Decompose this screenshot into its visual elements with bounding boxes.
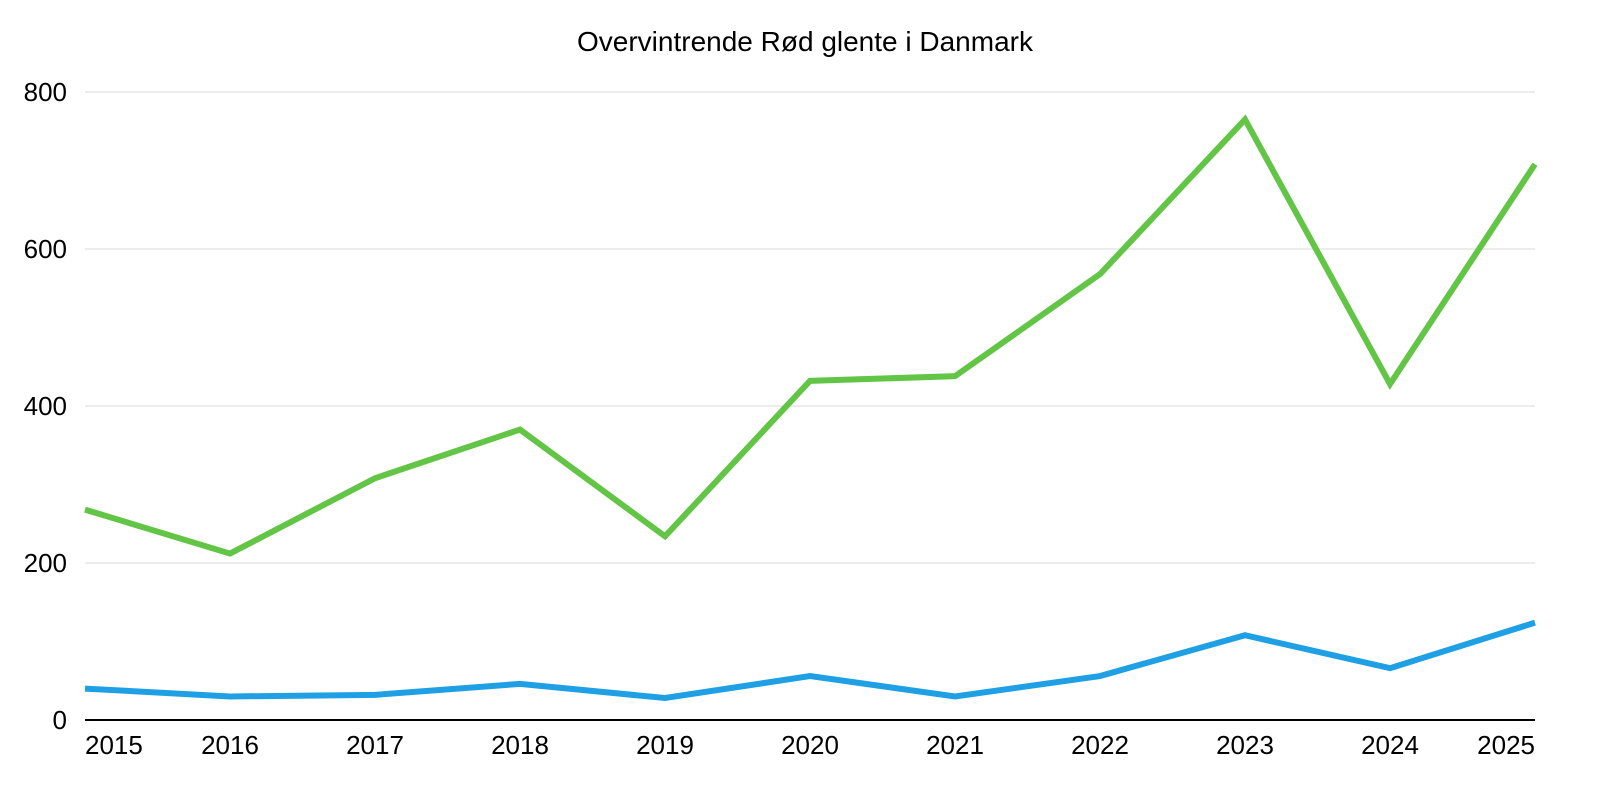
x-tick-label: 2018 bbox=[491, 730, 549, 760]
x-tick-label: 2019 bbox=[636, 730, 694, 760]
x-tick-label: 2021 bbox=[926, 730, 984, 760]
x-tick-label: 2017 bbox=[346, 730, 404, 760]
x-tick-label: 2016 bbox=[201, 730, 259, 760]
y-tick-label: 0 bbox=[53, 705, 67, 735]
x-tick-label: 2023 bbox=[1216, 730, 1274, 760]
x-tick-label: 2025 bbox=[1477, 730, 1535, 760]
x-tick-label: 2020 bbox=[781, 730, 839, 760]
y-tick-label: 600 bbox=[24, 234, 67, 264]
series-line-green-series bbox=[85, 119, 1535, 553]
x-tick-label: 2015 bbox=[85, 730, 143, 760]
series-line-blue-series bbox=[85, 623, 1535, 698]
y-tick-label: 400 bbox=[24, 391, 67, 421]
chart-container: Overvintrende Rød glente i Danmark 02004… bbox=[0, 0, 1610, 792]
line-chart: 0 200 400 600 800 2015 2016 2017 2018 2019 2020 202… bbox=[0, 0, 1610, 792]
y-tick-label: 200 bbox=[24, 548, 67, 578]
y-tick-label: 800 bbox=[24, 77, 67, 107]
x-tick-label: 2022 bbox=[1071, 730, 1129, 760]
x-tick-label: 2024 bbox=[1361, 730, 1419, 760]
